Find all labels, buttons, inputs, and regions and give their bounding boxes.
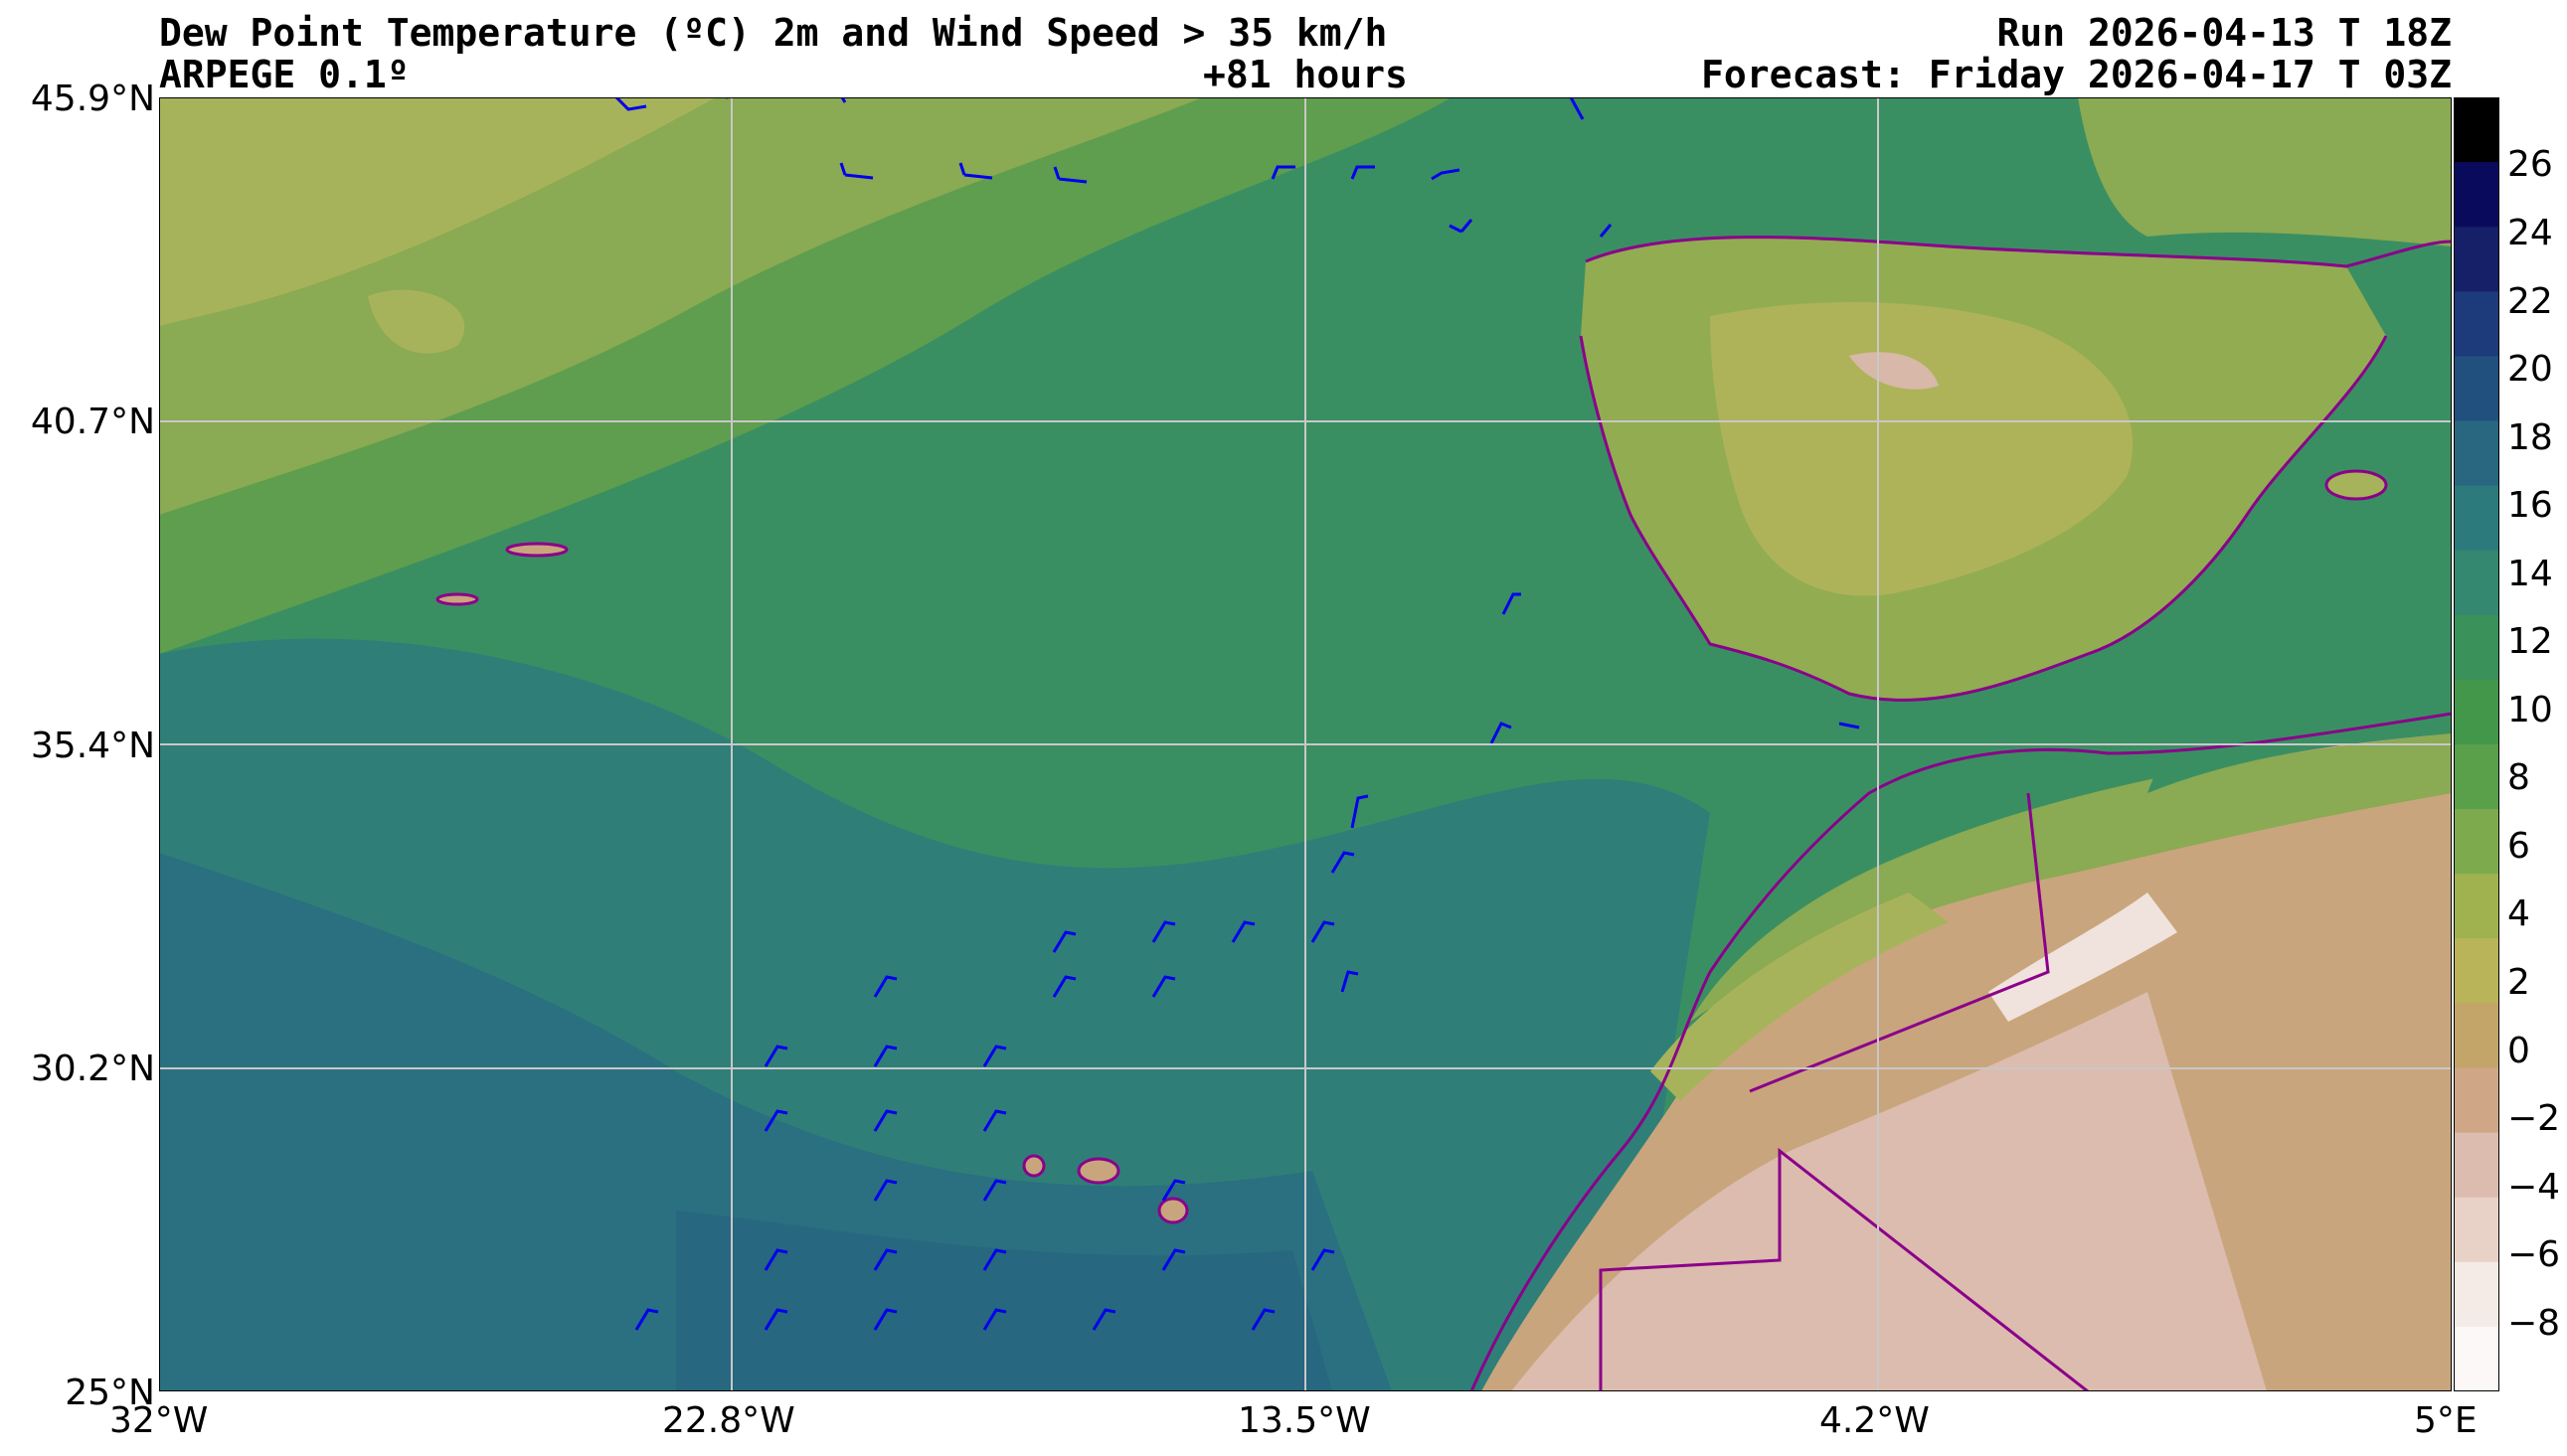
colorbar-label: 0 [2507,1031,2530,1071]
colorbar-segment [2454,938,2499,1004]
central-system-patch [1849,352,1939,390]
colorbar-segment [2454,614,2499,681]
balearic-island [2324,469,2388,501]
colorbar-segment [2454,291,2499,357]
colorbar [2454,97,2499,1391]
canary-island [1022,1154,1046,1178]
azores-island [435,592,479,606]
colorbar-label: 24 [2507,213,2553,253]
x-tick-label: 32°W [109,1400,209,1441]
colorbar-label: 16 [2507,485,2553,526]
colorbar-segment [2454,679,2499,745]
x-tick-label: 4.2°W [1819,1400,1930,1441]
colorbar-label: 18 [2507,417,2553,458]
algeria-morocco-border [1749,792,2050,1093]
small-dry-patch [368,289,465,354]
model-subtitle: ARPEGE 0.1º [159,53,410,96]
colorbar-segment [2454,744,2499,810]
y-tick-label: 30.2°N [30,1049,155,1089]
colorbar-label: 26 [2507,144,2553,185]
colorbar-label: −6 [2507,1234,2561,1275]
colorbar-label: −8 [2507,1303,2561,1344]
colorbar-segment [2454,1132,2499,1199]
atlas-field [1650,892,1949,1101]
african-borders [1599,1147,2089,1391]
atlas-slope-field [1690,733,2452,1022]
atlas-snow-field [1988,892,2177,1022]
iberia-north-coast [1585,236,2452,268]
colorbar-segment [2454,874,2499,939]
colorbar-segment [2454,1261,2499,1328]
map-svg [159,97,2452,1391]
colorbar-label: −4 [2507,1167,2561,1208]
y-tick-label: 40.7°N [30,402,155,442]
colorbar-border [2454,97,2499,1391]
colorbar-segment [2454,227,2499,292]
x-tick-label: 5°E [2414,1400,2478,1441]
colorbar-segment [2454,97,2499,163]
colorbar-segment [2454,1003,2499,1068]
y-tick-label: 45.9°N [30,79,155,119]
colorbar-label: 4 [2507,893,2530,934]
wind-barbs [614,97,1860,1331]
azores-island [505,542,569,558]
colorbar-segment [2454,1197,2499,1263]
colorbar-segment [2454,809,2499,875]
colorbar-segment [2454,1326,2499,1391]
colorbar-segment [2454,356,2499,421]
colorbar-label: −2 [2507,1098,2561,1139]
colorbar-segment [2454,162,2499,228]
canary-island [1077,1157,1120,1185]
forecast-hours: +81 hours [1203,53,1408,96]
iberia-south-coast [1579,335,2388,702]
forecast-time: Forecast: Friday 2026-04-17 T 03Z [1701,53,2452,96]
run-time: Run 2026-04-13 T 18Z [1996,11,2452,55]
x-tick-label: 22.8°W [662,1400,795,1441]
chart-title: Dew Point Temperature (ºC) 2m and Wind S… [159,11,1388,55]
meseta-field [1710,302,2134,596]
colorbar-label: 2 [2507,962,2530,1003]
colorbar-label: 10 [2507,690,2553,730]
africa-coast [1469,712,2452,1391]
colorbar-label: 22 [2507,281,2553,322]
sahara-dry-field [1511,992,2267,1391]
colorbar-label: 8 [2507,757,2530,798]
colorbar-segment [2454,1067,2499,1134]
dew-point-map [159,97,2452,1391]
graticule [159,97,2452,1391]
mediterranean-field [2147,495,2452,793]
colorbar-segment [2454,485,2499,552]
colorbar-label: 12 [2507,621,2553,662]
france-land [2078,97,2452,246]
canary-island [1157,1197,1189,1224]
moistest-field [676,1211,1332,1391]
colorbar-label: 14 [2507,554,2553,594]
colorbar-label: 6 [2507,826,2530,867]
y-tick-label: 25°N [65,1373,155,1413]
colorbar-segment [2454,550,2499,616]
colorbar-segment [2454,420,2499,487]
nw-driest-patch [159,97,716,326]
x-tick-label: 13.5°W [1238,1400,1371,1441]
colorbar-label: 20 [2507,349,2553,390]
y-tick-label: 35.4°N [30,726,155,766]
